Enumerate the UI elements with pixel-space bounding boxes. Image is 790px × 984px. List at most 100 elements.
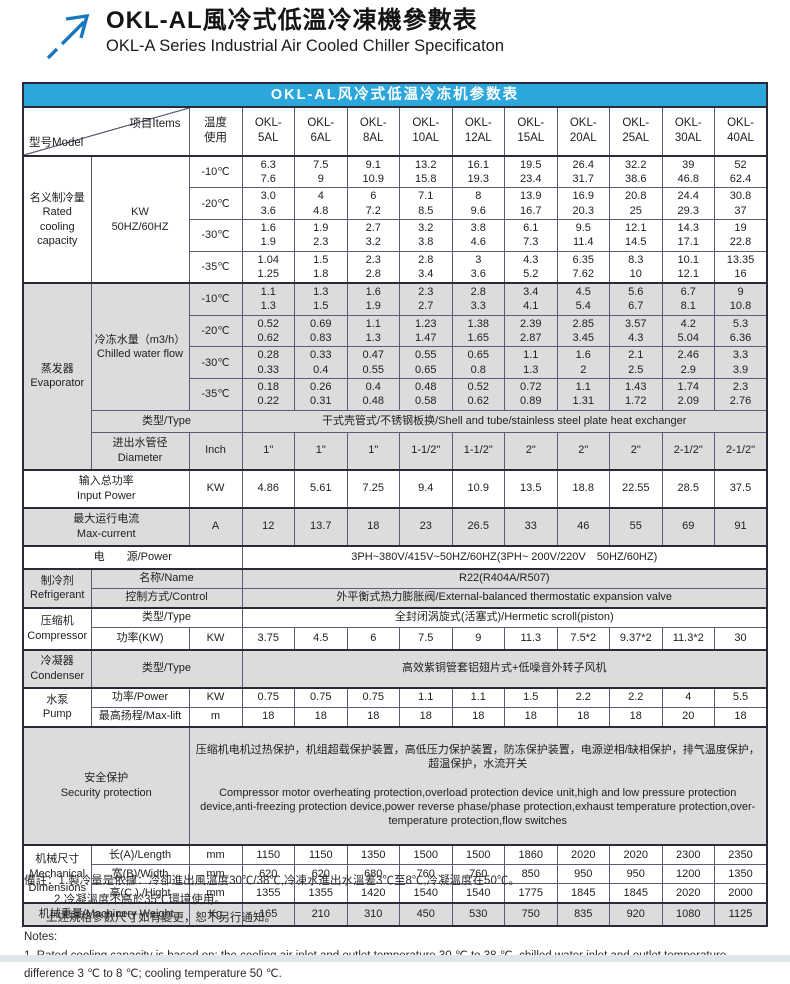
table-cell: 11.3 [504, 626, 558, 651]
refrigerant-name-value: R22(R404A/R507) [241, 567, 768, 589]
table-cell: 46 [556, 506, 610, 547]
refrigerant-control-value: 外平衡式热力膨胀阀/External-balanced thermostatic… [241, 587, 768, 609]
table-cell: 33 [504, 506, 558, 547]
table-cell: 1.5 [504, 686, 558, 708]
table-cell: 4 [661, 686, 715, 708]
table-cell: 3.57 4.3 [609, 314, 663, 348]
table-cell: 1.9 2.3 [294, 219, 348, 252]
table-cell: 18 [241, 706, 295, 728]
compressor-type-value: 全封闭涡旋式(活塞式)/Hermetic scroll(piston) [241, 606, 768, 628]
table-cell: 1.1 1.31 [556, 377, 610, 411]
security-label: 安全保护 Security protection [22, 725, 190, 846]
table-cell: 2020 [609, 843, 663, 865]
pump-lift-row: 最高扬程/Max-lift m 18 18 18 18 18 18 18 18 20 18 [23, 706, 768, 728]
section-label-refrigerant: 制冷剂 Refrigerant [22, 567, 92, 609]
compressor-power-label: 功率(KW) [90, 626, 190, 651]
table-cell: 1.6 1.9 [241, 219, 295, 252]
pump-lift-label: 最高扬程/Max-lift [90, 706, 190, 728]
table-cell: 2.7 3.2 [346, 219, 400, 252]
table-cell: 12.1 14.5 [609, 219, 663, 252]
table-cell: 13.7 [294, 506, 348, 547]
pump-power-unit: KW [188, 686, 243, 708]
table-cell: 23 [399, 506, 453, 547]
table-cell: 18 [294, 706, 348, 728]
temp-label: -20℃ [188, 187, 243, 220]
max-current-row: 最大运行电流 Max-current A 12 13.7 18 23 26.5 33 46 5… [22, 506, 768, 547]
table-cell: 18 [346, 506, 400, 547]
table-cell: 835 [556, 901, 610, 927]
table-cell: 3.0 3.6 [241, 187, 295, 220]
table-cell: 9.1 10.9 [346, 154, 400, 189]
width-label: 宽(B)/Width [90, 863, 190, 884]
table-cell: 4.5 5.4 [556, 282, 610, 316]
input-power-row: 输入总功率 Input Power KW 4.86 5.61 7.25 9.4 10.9… [22, 468, 768, 509]
table-cell: 9.37*2 [609, 626, 663, 651]
table-cell: 8 9.6 [451, 187, 505, 220]
table-cell: 4.2 5.04 [661, 314, 715, 348]
corner-items-label: 项目Items [129, 118, 181, 130]
table-cell: 850 [504, 863, 558, 884]
table-cell: 0.33 0.4 [294, 346, 348, 379]
table-cell: 12 [241, 506, 295, 547]
table-cell: 2350 [714, 843, 768, 865]
table-cell: 2000 [714, 882, 768, 904]
height-unit: mm [188, 882, 243, 904]
table-cell: 19.5 23.4 [504, 154, 558, 189]
dimension-row: 机械尺寸 Mechanical Dimensions 长(A)/Length m… [22, 843, 768, 904]
note-zh-1: 備註：1.製冷量是依據：冷卻進出風溫度30℃/38℃,冷凍水進出水溫差3℃至8℃… [24, 875, 520, 887]
table-cell: 6.3 7.6 [241, 154, 295, 189]
temp-label: -20℃ [188, 314, 243, 348]
table-cell: 14.3 17.1 [661, 219, 715, 252]
security-value: 压缩机电机过热保护，机组超载保护装置，高低压力保护装置，防冻保护装置，电源逆相/… [188, 725, 768, 846]
table-cell: 1150 [241, 843, 295, 865]
table-cell: 1.43 1.72 [609, 377, 663, 411]
table-cell: 1.1 1.3 [241, 282, 295, 316]
table-cell: 5.3 6.36 [714, 314, 768, 348]
brand-arrow-icon [38, 8, 96, 69]
table-cell: 4 4.8 [294, 187, 348, 220]
table-cell: 6.1 7.3 [504, 219, 558, 252]
table-cell: 2.8 3.3 [451, 282, 505, 316]
table-cell: 7.5 [399, 626, 453, 651]
table-cell: OKL- 30AL [661, 106, 715, 157]
table-cell: 0.55 0.65 [399, 346, 453, 379]
table-cell: 1.6 2 [556, 346, 610, 379]
table-cell: 16.9 20.3 [556, 187, 610, 220]
table-cell: 69 [661, 506, 715, 547]
table-cell: 0.48 0.58 [399, 377, 453, 411]
condenser-type-value: 高效紫铜管套铝翅片式+低噪音外转子风机 [241, 648, 768, 689]
table-cell: 6.7 8.1 [661, 282, 715, 316]
table-cell: 2" [504, 431, 558, 471]
width-unit: mm [188, 863, 243, 884]
table-cell: 0.47 0.55 [346, 346, 400, 379]
page-subtitle: OKL-A Series Industrial Air Cooled Chill… [106, 37, 505, 56]
refrigerant-name-row: 制冷剂 Refrigerant 名称/Name R22(R404A/R507) [22, 567, 768, 609]
note-en-body: 1. Rated cooling capacity is based on: t… [24, 950, 726, 981]
table-cell: 7.1 8.5 [399, 187, 453, 220]
table-cell: 13.2 15.8 [399, 154, 453, 189]
page-footer-strip [0, 955, 790, 962]
security-value-en: Compressor motor overheating protection,… [200, 786, 756, 828]
temp-label: -30℃ [188, 346, 243, 379]
table-cell: OKL- 25AL [609, 106, 663, 157]
cooling-unit-label: KW 50HZ/60HZ [90, 154, 190, 284]
table-cell: 210 [294, 901, 348, 927]
table-cell: 30 [714, 626, 768, 651]
evaporator-flow-row: -35℃ 0.18 0.22 0.26 0.31 0.4 0.48 0.48 0.58… [23, 377, 768, 411]
table-cell: 165 [241, 901, 295, 927]
table-cell: 1150 [294, 843, 348, 865]
table-cell: 10.9 [451, 468, 505, 509]
max-current-unit: A [188, 506, 243, 547]
table-cell: 9.5 11.4 [556, 219, 610, 252]
table-cell: 4.5 [294, 626, 348, 651]
evaporator-flow-row: -20℃ 0.52 0.62 0.69 0.83 1.1 1.3 1.23 1.47 1… [23, 314, 768, 348]
table-cell: 2.85 3.45 [556, 314, 610, 348]
table-cell: 2.1 2.5 [609, 346, 663, 379]
table-cell: 1080 [661, 901, 715, 927]
table-title-row: OKL-AL风冷式低温冷冻机参数表 [22, 82, 768, 108]
pump-power-label: 功率/Power [90, 686, 190, 708]
table-cell: 19 22.8 [714, 219, 768, 252]
table-cell: 0.4 0.48 [346, 377, 400, 411]
table-cell: 4.3 5.2 [504, 250, 558, 284]
table-cell: 950 [609, 863, 663, 884]
